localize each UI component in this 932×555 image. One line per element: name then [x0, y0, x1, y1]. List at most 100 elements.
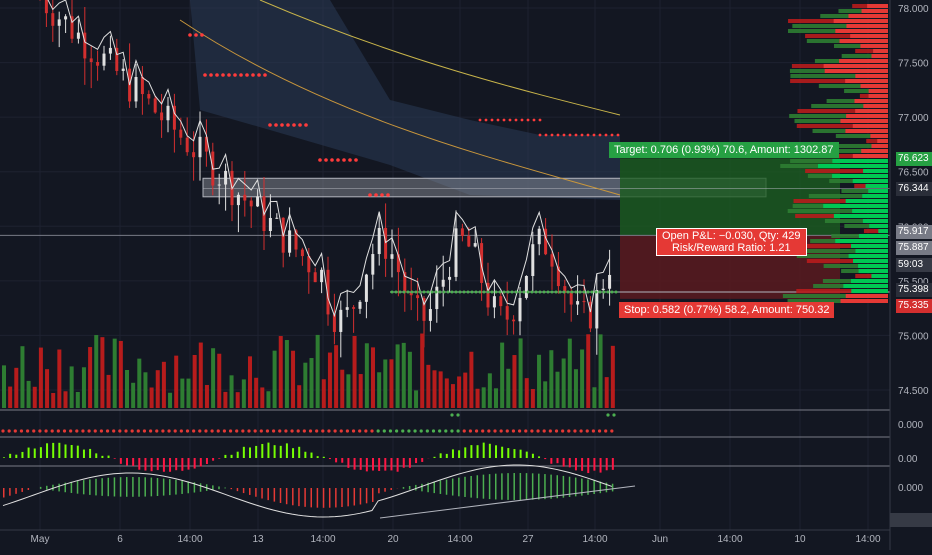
- volume-profile-core-41: [852, 209, 888, 213]
- squeeze-dot-9: [57, 429, 60, 432]
- squeeze-dot-70: [432, 429, 435, 432]
- pnl-label[interactable]: Open P&L: −0.030, Qty: 429 Risk/Reward R…: [656, 228, 807, 256]
- volume-bar-73: [451, 384, 455, 408]
- trail-dot-green-404: [403, 290, 406, 293]
- volume-bar-57: [353, 336, 357, 408]
- squeeze-dot-5: [32, 429, 35, 432]
- trail-dot-red-3-350: [348, 158, 352, 162]
- squeeze-dot-59: [364, 429, 367, 432]
- volume-bar-98: [605, 377, 609, 408]
- volume-bar-67: [414, 390, 418, 408]
- volume-bar-70: [433, 370, 437, 408]
- volume-profile-core-17: [869, 89, 888, 93]
- squeeze-dot-94: [580, 429, 583, 432]
- histogram-bar-1: [9, 454, 11, 458]
- trail-dot-green-604: [603, 290, 606, 293]
- histogram-bar-2: [15, 455, 17, 458]
- trail-dot-green-468: [467, 290, 470, 293]
- volume-bar-91: [562, 358, 566, 408]
- volume-bar-28: [174, 356, 178, 408]
- volume-bar-41: [254, 378, 258, 408]
- squeeze-dot-32: [198, 429, 201, 432]
- squeeze-dot-21: [131, 429, 134, 432]
- trail-dot-green-488: [487, 290, 490, 293]
- squeeze-dot-33: [204, 429, 207, 432]
- trail-dot-red-4-388: [386, 193, 390, 197]
- oscillator-bar-28: [175, 480, 177, 495]
- volume-profile-core-13: [825, 69, 888, 73]
- volume-profile-core-23: [840, 119, 888, 123]
- candle-body-24: [192, 152, 195, 157]
- indicator-axis-label-2-0: 0.000: [898, 483, 923, 494]
- histogram-bar-0: [3, 457, 5, 458]
- squeeze-signal-2: [606, 413, 609, 416]
- candle-body-85: [583, 301, 586, 302]
- histogram-bar-26: [163, 458, 165, 472]
- histogram-bar-87: [538, 456, 540, 458]
- histogram-bar-52: [323, 457, 325, 458]
- squeeze-dot-88: [543, 429, 546, 432]
- trail-dot-red-4-376: [374, 193, 378, 197]
- trail-dot-green-588: [587, 290, 590, 293]
- oscillator-bar-75: [464, 477, 466, 497]
- histogram-bar-35: [218, 458, 220, 459]
- candle-body-34: [256, 196, 259, 206]
- candle-body-17: [147, 94, 150, 98]
- volume-bar-62: [383, 359, 387, 408]
- trail-dot-red-3-326: [324, 158, 328, 162]
- histogram-bar-28: [175, 458, 177, 470]
- oscillator-bar-9: [58, 484, 60, 492]
- squeeze-dot-65: [401, 429, 404, 432]
- candle-body-80: [551, 254, 554, 266]
- squeeze-dot-90: [555, 429, 558, 432]
- trail-dot-red-3-338: [336, 158, 340, 162]
- histogram-bar-78: [483, 443, 485, 458]
- oscillator-bar-91: [563, 476, 565, 498]
- histogram-bar-32: [200, 458, 202, 467]
- volume-profile-core-39: [846, 199, 888, 203]
- candle-body-66: [461, 228, 464, 236]
- histogram-bar-14: [89, 449, 91, 458]
- oscillator-bar-46: [286, 488, 288, 504]
- histogram-bar-96: [593, 458, 595, 471]
- oscillator-bar-11: [71, 482, 73, 493]
- oscillator-bar-97: [600, 482, 602, 494]
- trail-dot-green-480: [479, 290, 482, 293]
- volume-bar-54: [334, 345, 338, 408]
- candle-body-87: [595, 290, 598, 328]
- histogram-bar-54: [335, 458, 337, 462]
- oscillator-bar-24: [151, 478, 153, 497]
- volume-profile-core-42: [834, 214, 888, 218]
- squeeze-dot-44: [272, 429, 275, 432]
- trail-dot-red-2-276: [274, 123, 278, 127]
- histogram-bar-92: [569, 458, 571, 467]
- time-axis-label-5: 20: [387, 534, 399, 545]
- trail-dot-red-3-356: [354, 158, 358, 162]
- oscillator-bar-16: [101, 478, 103, 496]
- trail-dot-red-1-253: [251, 73, 255, 77]
- price-tag-target: 76.623: [896, 152, 932, 166]
- histogram-bar-68: [421, 458, 423, 462]
- trail-dot-red-1-229: [227, 73, 231, 77]
- volume-bar-2: [14, 368, 18, 408]
- oscillator-bar-48: [298, 488, 300, 506]
- candle-body-67: [467, 236, 470, 247]
- trail-dot-green-564: [563, 290, 566, 293]
- oscillator-bar-82: [507, 473, 509, 500]
- volume-profile-core-36: [866, 184, 888, 188]
- histogram-bar-4: [28, 448, 30, 458]
- volume-profile-core-19: [854, 99, 888, 103]
- trail-dot-green-576: [575, 290, 578, 293]
- volume-profile-core-10: [871, 54, 888, 58]
- volume-bar-76: [469, 352, 473, 408]
- trail-dot-red2-1-618: [617, 134, 620, 137]
- oscillator-bar-41: [255, 488, 257, 497]
- squeeze-dot-35: [217, 429, 220, 432]
- candle-body-55: [391, 254, 394, 259]
- oscillator-bar-56: [347, 488, 349, 506]
- candle-body-2: [51, 13, 54, 26]
- oscillator-bar-90: [557, 475, 559, 498]
- volume-profile-core-33: [863, 169, 888, 173]
- volume-profile-core-38: [862, 194, 888, 198]
